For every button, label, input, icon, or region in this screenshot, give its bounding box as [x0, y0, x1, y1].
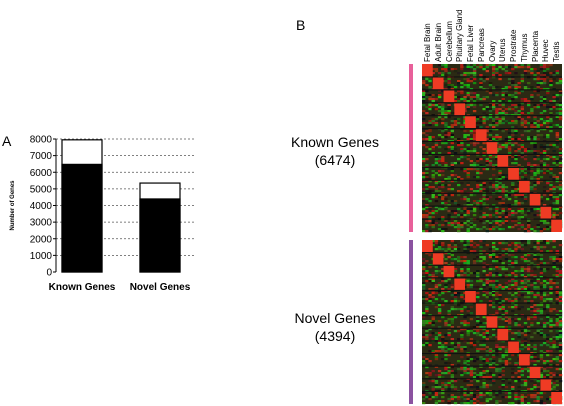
heatmap-diagonal-block — [454, 277, 466, 291]
heatmap-diagonal-block — [486, 141, 498, 155]
heatmap-diagonal-block — [529, 366, 541, 379]
tissue-label: Prostrate — [509, 29, 519, 62]
heatmap-diagonal-block — [508, 340, 519, 354]
heatmap-diagonal-block — [540, 206, 552, 220]
tissue-label: Thymus — [519, 33, 529, 62]
group-color-bar — [409, 64, 413, 232]
heatmap-diagonal-block — [529, 193, 541, 207]
heatmap-block — [422, 64, 563, 233]
heatmap-diagonal-block — [465, 290, 476, 304]
heatmap-diagonal-block — [432, 76, 444, 90]
heatmap-diagonal-block — [518, 180, 530, 194]
tissue-label: Fetal Brain — [423, 23, 432, 62]
heatmap-diagonal-block — [540, 378, 552, 392]
heatmap-diagonal-block — [422, 64, 433, 77]
y-tick-label: 1000 — [30, 251, 53, 262]
tissue-label: Adult Brain — [433, 22, 443, 62]
novel-genes-count: (4394) — [314, 328, 356, 344]
tissue-label: Uterus — [498, 38, 508, 62]
novel-genes-label: Novel Genes (4394) — [290, 309, 380, 345]
heatmap-diagonal-block — [497, 328, 509, 341]
novel-genes-name: Novel Genes — [294, 310, 376, 326]
heatmap-diagonal-block — [518, 353, 530, 367]
bar-clustered — [139, 198, 181, 273]
heatmap-diagonal-block — [497, 154, 509, 168]
tissue-label: Ovary — [487, 40, 497, 62]
y-tick-label: 2000 — [30, 234, 53, 245]
category-label: Known Genes — [49, 282, 116, 293]
known-genes-label: Known Genes (6474) — [290, 133, 380, 169]
y-axis-label: Number of Genes — [10, 180, 16, 231]
panel-label-b: B — [296, 17, 306, 33]
heatmap-diagonal-block — [443, 265, 455, 278]
y-tick-label: 4000 — [30, 201, 53, 212]
y-tick-label: 0 — [46, 268, 52, 279]
y-tick-label: 3000 — [30, 218, 53, 229]
y-tick-label: 7000 — [30, 151, 53, 162]
tissue-label: Cerebellum — [444, 21, 454, 62]
category-label: Novel Genes — [130, 282, 191, 293]
heatmap-diagonal-block — [443, 89, 455, 103]
tissue-label: Fetal Liver — [466, 24, 476, 62]
heatmap-diagonal-block — [465, 115, 476, 129]
heatmap-diagonal-block — [432, 252, 444, 266]
heatmap-block — [422, 240, 563, 405]
heatmap-diagonal-block — [475, 128, 487, 142]
tissue-label: Pancreas — [476, 28, 486, 62]
heatmap-diagonal-block — [508, 167, 519, 181]
tissue-label: Placenta — [530, 30, 540, 62]
tissue-label: Huvec — [541, 39, 551, 62]
heatmap-diagonal-block — [551, 391, 562, 404]
heatmap-diagonal-block — [486, 315, 498, 329]
bar-clustered — [61, 163, 103, 273]
heatmap-diagonal-block — [422, 240, 433, 253]
known-genes-name: Known Genes — [291, 134, 379, 150]
heatmap-diagonal-block — [551, 219, 562, 232]
panel-label-a: A — [2, 133, 12, 149]
known-genes-count: (6474) — [314, 152, 356, 168]
y-tick-label: 6000 — [30, 168, 53, 179]
group-color-bar — [409, 240, 413, 404]
tissue-label: Testis — [552, 41, 562, 62]
y-tick-label: 5000 — [30, 184, 53, 195]
heatmap-diagonal-block — [475, 303, 487, 316]
y-tick-label: 8000 — [30, 135, 53, 146]
tissue-label: Pituitary Gland — [455, 9, 465, 62]
heatmap-diagonal-block — [454, 102, 466, 116]
